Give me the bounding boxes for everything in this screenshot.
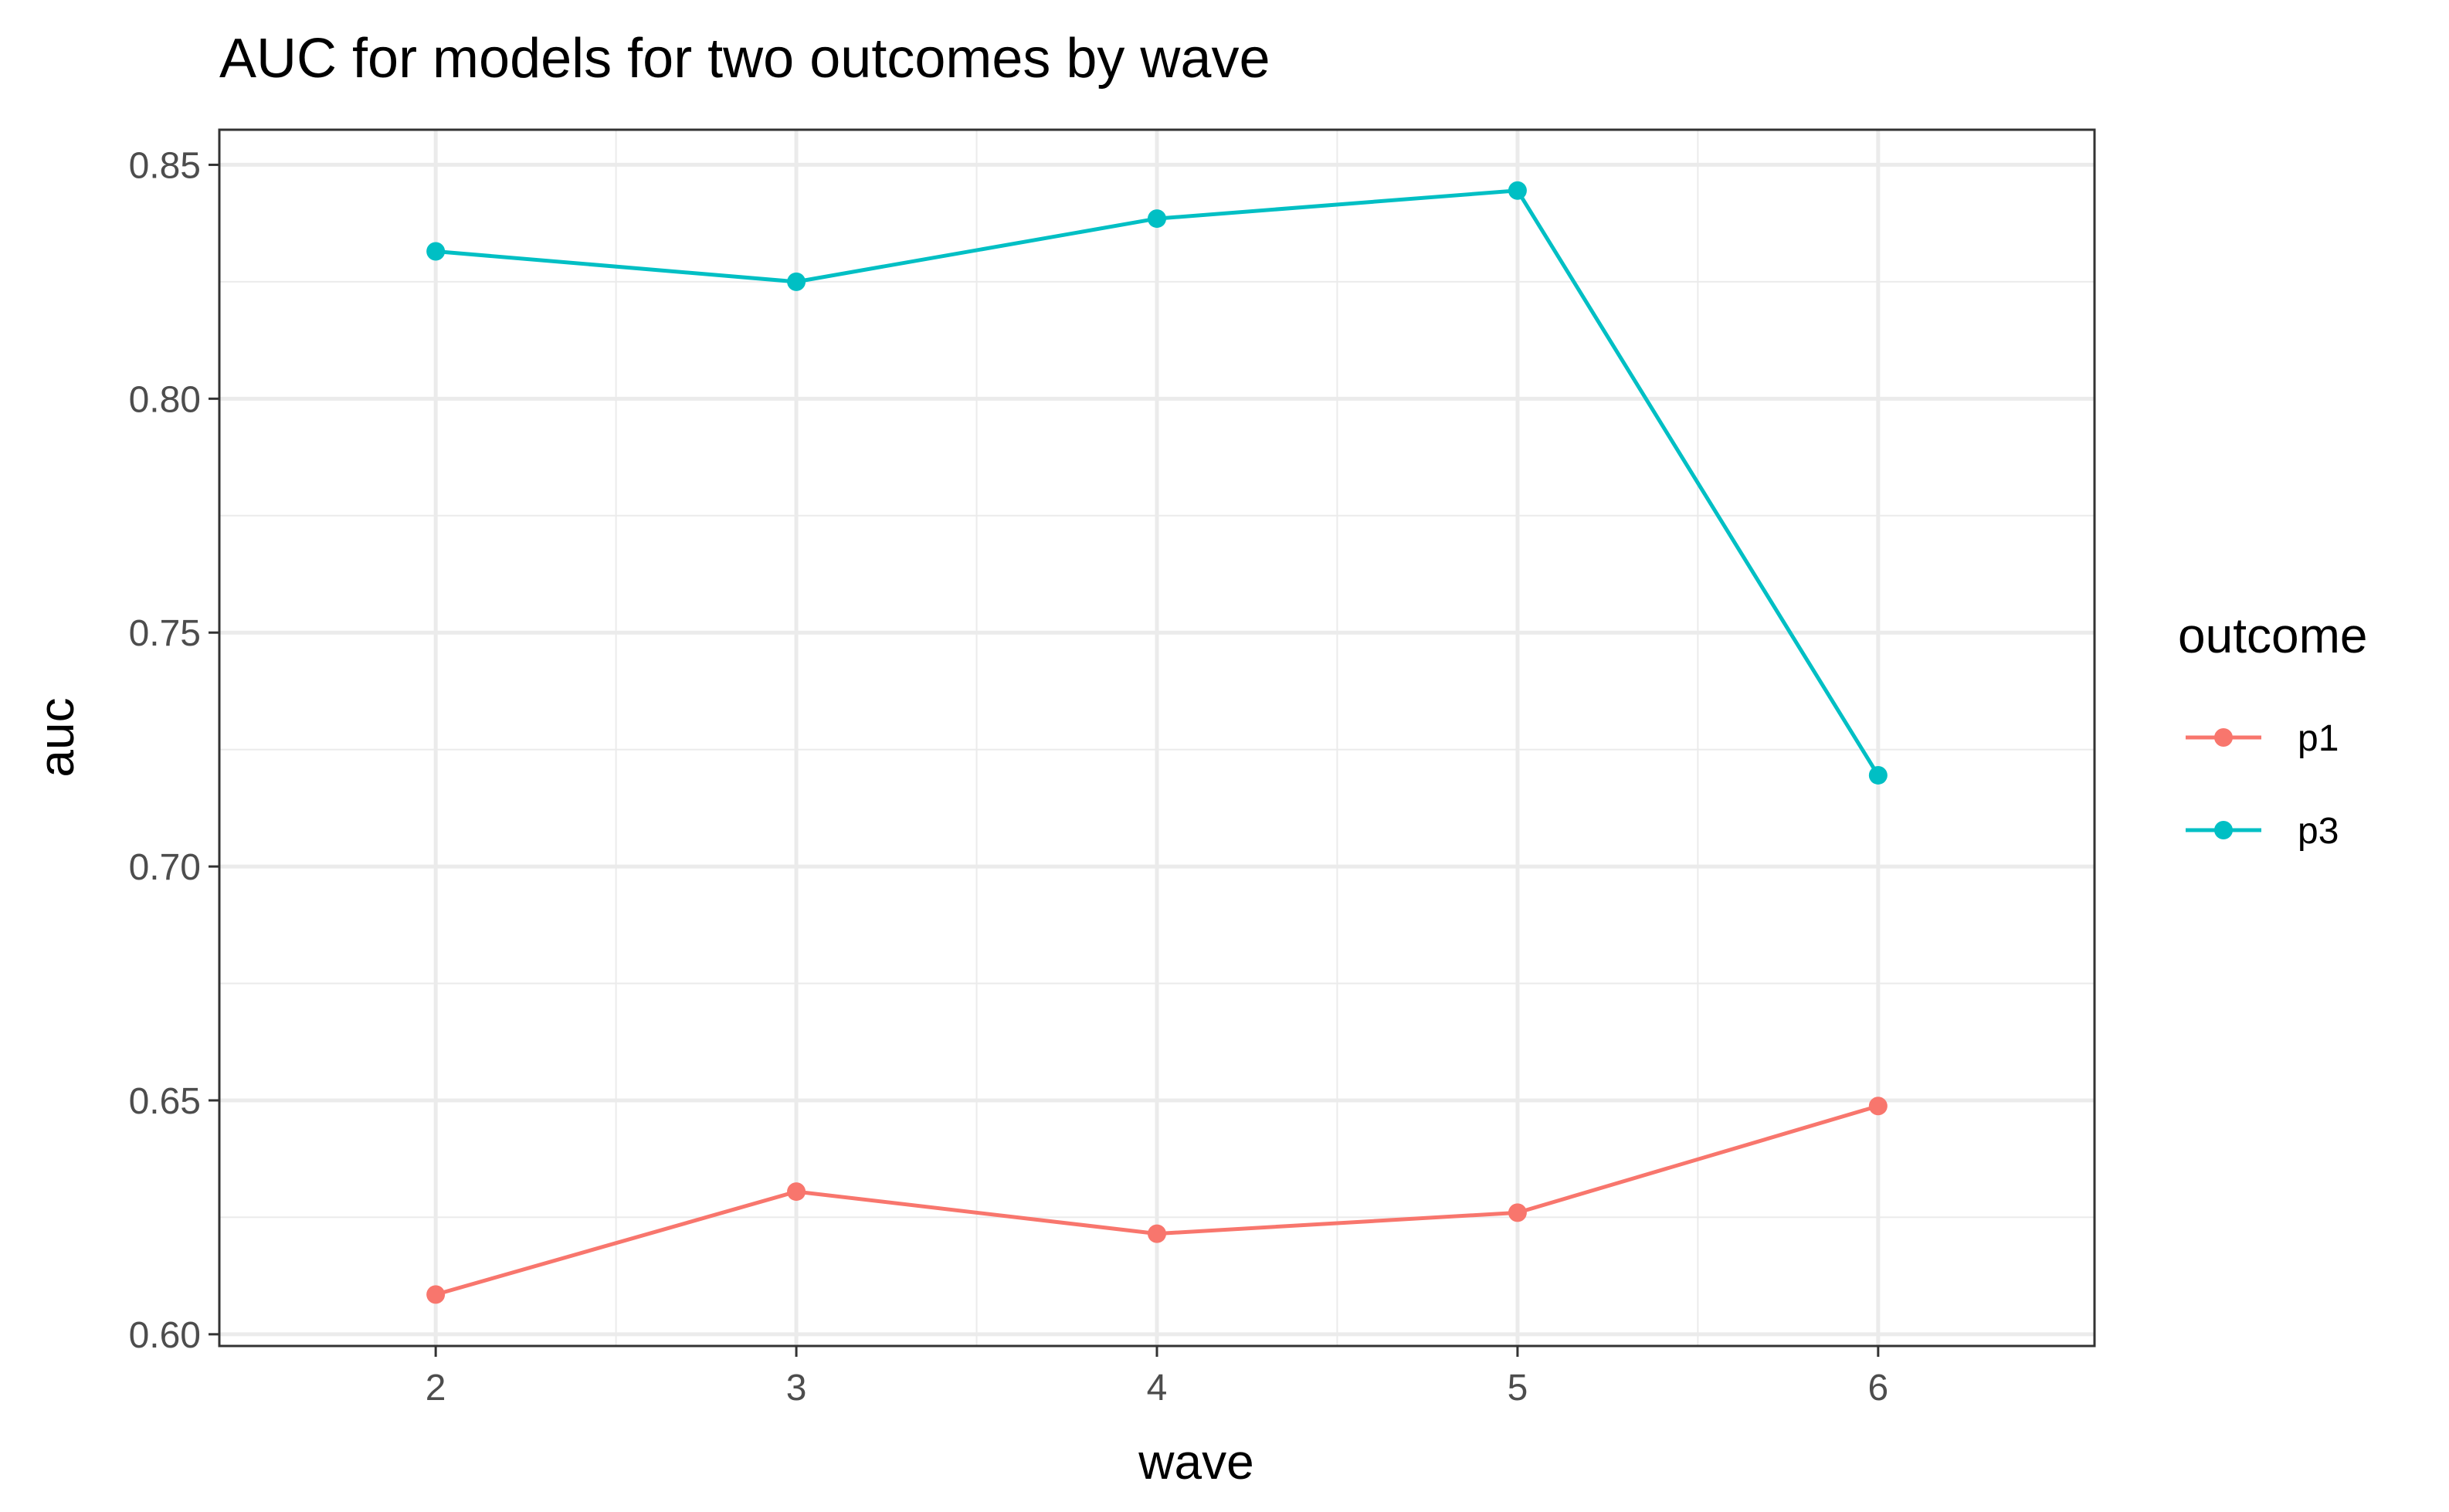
x-axis-title: wave	[1138, 1434, 1253, 1490]
x-tick-label: 5	[1508, 1368, 1528, 1409]
chart-title: AUC for models for two outcomes by wave	[219, 28, 1270, 90]
data-point-p1	[1148, 1224, 1166, 1243]
data-point-p1	[1868, 1097, 1888, 1116]
legend-label-p3: p3	[2298, 811, 2339, 852]
data-point-p3	[426, 242, 446, 261]
x-tick-label: 6	[1867, 1368, 1888, 1409]
y-axis: 0.60 0.65 0.70 0.75 0.80 0.85	[129, 145, 219, 1356]
x-tick-label: 3	[786, 1368, 807, 1409]
y-tick-label: 0.65	[129, 1081, 201, 1122]
data-point-p3	[1148, 209, 1166, 229]
x-axis: 2 3 4 5 6	[426, 1346, 1888, 1409]
data-point-p3	[787, 272, 806, 291]
y-tick-label: 0.70	[129, 847, 201, 888]
data-point-p1	[426, 1285, 446, 1304]
y-tick-label: 0.80	[129, 379, 201, 420]
y-tick-label: 0.85	[129, 145, 201, 186]
data-point-p3	[1508, 181, 1527, 200]
y-axis-title: auc	[29, 697, 84, 777]
legend-label-p1: p1	[2298, 718, 2339, 759]
x-tick-label: 2	[426, 1368, 446, 1409]
y-tick-label: 0.60	[129, 1315, 201, 1356]
data-point-p1	[1508, 1203, 1527, 1222]
x-tick-label: 4	[1147, 1368, 1168, 1409]
data-point-p3	[1868, 765, 1888, 785]
series-layer	[426, 181, 1888, 1304]
legend-key-point-p1	[2214, 728, 2233, 747]
data-point-p1	[787, 1182, 806, 1202]
legend: outcome p1 p3	[2178, 608, 2367, 852]
y-tick-label: 0.75	[129, 613, 201, 654]
major-gridlines	[219, 130, 2095, 1346]
legend-title: outcome	[2178, 608, 2367, 663]
legend-key-point-p3	[2214, 821, 2233, 839]
